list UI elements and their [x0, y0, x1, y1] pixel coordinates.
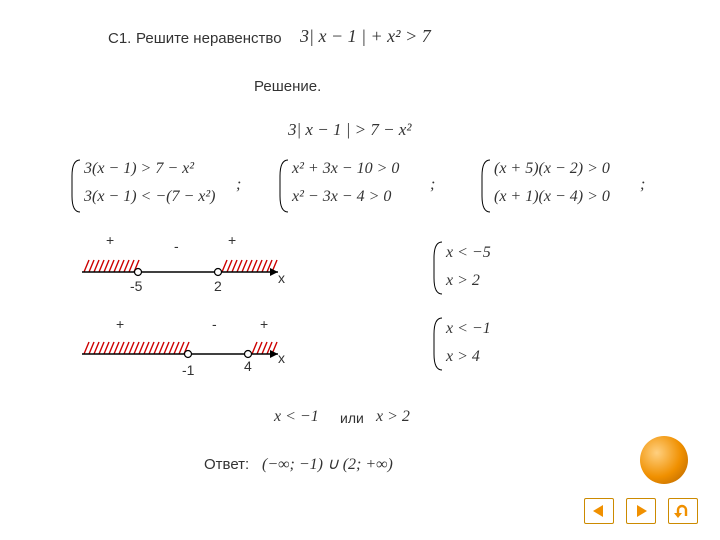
- point-label: 2: [214, 278, 222, 294]
- triangle-right-icon: [634, 504, 648, 518]
- answer-formula: (−∞; −1) ∪ (2; +∞): [262, 454, 393, 474]
- task-label: Решите неравенство: [136, 30, 282, 47]
- sign: -: [212, 316, 217, 332]
- final-part2: x > 2: [376, 408, 410, 426]
- sys1-line2: 3(x − 1) < −(7 − x²): [84, 188, 216, 206]
- sign: +: [228, 232, 236, 248]
- back-button[interactable]: [668, 498, 698, 524]
- sign: -: [174, 238, 179, 254]
- prev-button[interactable]: [584, 498, 614, 524]
- rsys1-line2: x > 2: [446, 272, 480, 290]
- bracket-icon: [70, 158, 82, 214]
- point-open: [185, 351, 192, 358]
- bracket-icon: [432, 240, 444, 296]
- sys1-line1: 3(x − 1) > 7 − x²: [84, 160, 194, 178]
- sys3-line2: (x + 1)(x − 4) > 0: [494, 188, 610, 206]
- point-label: 4: [244, 358, 252, 374]
- rsys2-line1: x < −1: [446, 320, 491, 338]
- sign: +: [260, 316, 268, 332]
- sep3: ;: [640, 176, 645, 194]
- sign: +: [116, 316, 124, 332]
- u-turn-icon: [674, 504, 692, 518]
- sign: +: [106, 232, 114, 248]
- point-open: [135, 269, 142, 276]
- header-formula: 3| x − 1 | + x² > 7: [300, 26, 431, 47]
- bracket-icon: [278, 158, 290, 214]
- or-label: или: [340, 410, 364, 426]
- bracket-icon: [432, 316, 444, 372]
- point-open: [215, 269, 222, 276]
- sys2-line1: x² + 3x − 10 > 0: [292, 160, 399, 178]
- answer-label: Ответ:: [204, 456, 249, 473]
- sys2-line2: x² − 3x − 4 > 0: [292, 188, 391, 206]
- point-label: -5: [130, 278, 142, 294]
- step1-formula: 3| x − 1 | > 7 − x²: [288, 120, 411, 140]
- solution-label: Решение.: [254, 78, 321, 95]
- sep1: ;: [236, 176, 241, 194]
- axis-label: х: [278, 350, 285, 366]
- axis-label: х: [278, 270, 285, 286]
- final-part1: x < −1: [274, 408, 319, 426]
- problem-id: C1.: [108, 30, 131, 47]
- point-open: [245, 351, 252, 358]
- next-button[interactable]: [626, 498, 656, 524]
- decor-orb: [640, 436, 688, 484]
- rsys1-line1: x < −5: [446, 244, 491, 262]
- sys3-line1: (x + 5)(x − 2) > 0: [494, 160, 610, 178]
- triangle-left-icon: [592, 504, 606, 518]
- point-label: -1: [182, 362, 194, 378]
- nav-bar: [584, 498, 698, 524]
- bracket-icon: [480, 158, 492, 214]
- sep2: ;: [430, 176, 435, 194]
- slide: C1. Решите неравенство 3| x − 1 | + x² >…: [0, 0, 720, 540]
- rsys2-line2: x > 4: [446, 348, 480, 366]
